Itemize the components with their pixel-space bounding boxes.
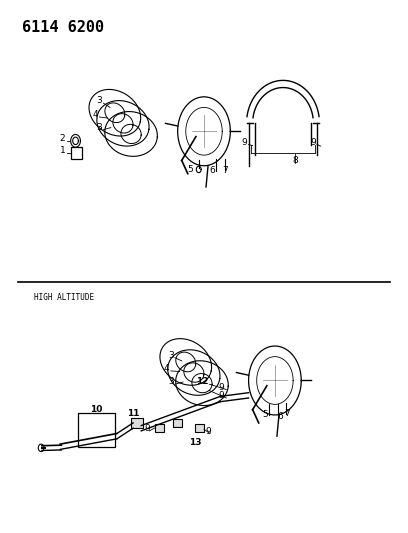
Text: 5: 5 (188, 165, 193, 174)
Text: 11: 11 (127, 409, 140, 418)
Text: 2: 2 (60, 134, 65, 143)
Text: 1: 1 (60, 146, 65, 155)
Text: 7: 7 (285, 409, 290, 418)
Text: 9: 9 (242, 138, 247, 147)
Text: 3: 3 (96, 123, 102, 132)
Text: 3: 3 (96, 96, 102, 105)
Text: 6: 6 (277, 411, 283, 421)
Text: 9: 9 (219, 391, 224, 400)
Text: 5: 5 (262, 410, 268, 419)
Text: 6: 6 (209, 166, 215, 175)
Text: 4: 4 (92, 110, 98, 119)
Bar (173, 419, 182, 427)
Text: 3: 3 (168, 377, 174, 386)
Text: HIGH ALTITUDE: HIGH ALTITUDE (34, 293, 94, 302)
Text: 9: 9 (310, 138, 316, 147)
Text: 8: 8 (292, 156, 298, 165)
Bar (71, 147, 82, 159)
Text: 13: 13 (189, 438, 201, 447)
Bar (195, 424, 204, 432)
Bar (131, 418, 143, 427)
Text: 7: 7 (222, 166, 228, 175)
Text: 9: 9 (205, 426, 211, 435)
Bar (155, 424, 164, 432)
Text: 9: 9 (219, 383, 224, 392)
Bar (78, 413, 115, 447)
Text: 4: 4 (164, 364, 170, 373)
Text: 12: 12 (195, 377, 208, 386)
Text: 9: 9 (144, 424, 150, 433)
Text: 10: 10 (91, 405, 103, 414)
Text: 6114 6200: 6114 6200 (22, 20, 104, 35)
Text: 3: 3 (168, 351, 174, 360)
